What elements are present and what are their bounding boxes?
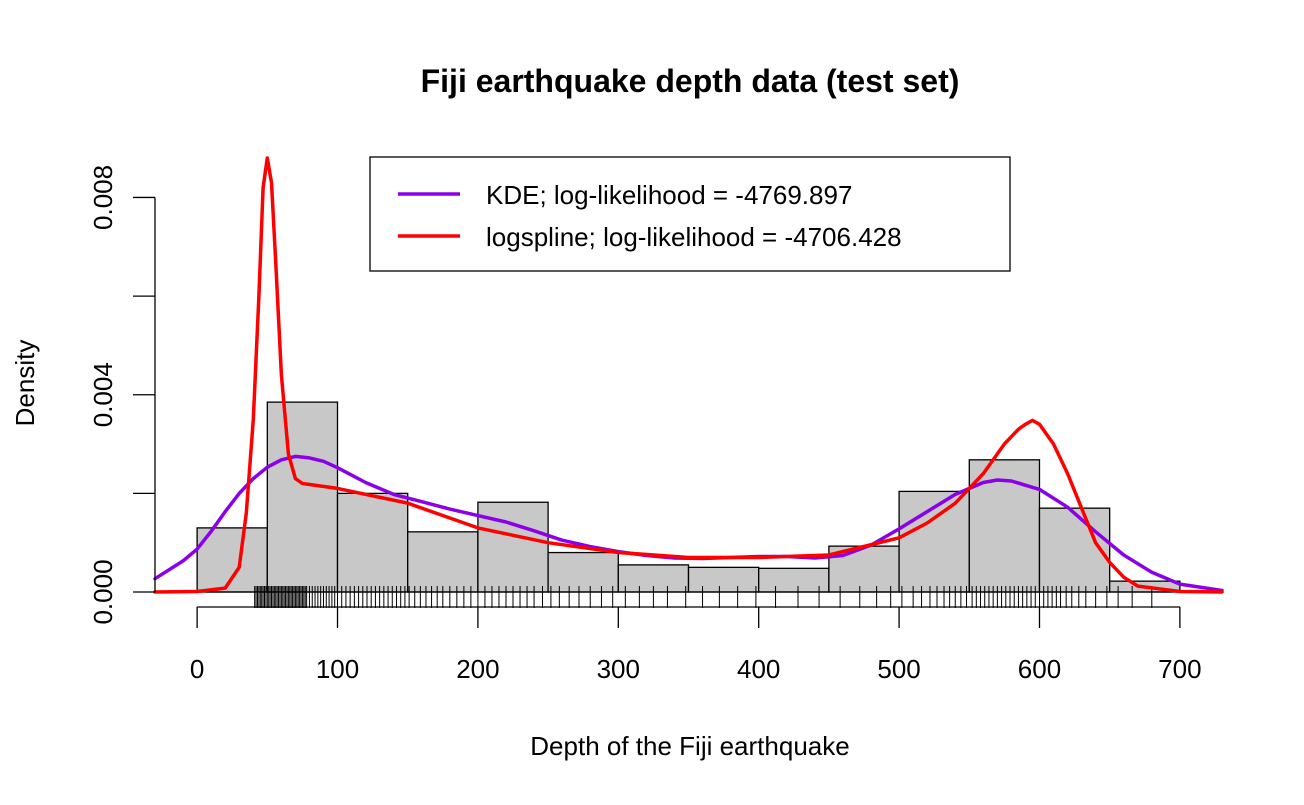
legend-logspline-label: logspline; log-likelihood = -4706.428 [486, 222, 902, 252]
legend-kde-label: KDE; log-likelihood = -4769.897 [486, 180, 852, 210]
x-tick-label-2: 200 [456, 654, 499, 684]
x-axis: 0 100 200 300 400 500 600 700 [190, 606, 1202, 684]
histogram-bar-8 [758, 567, 830, 593]
legend-box [369, 156, 1011, 272]
bars-group [155, 401, 1222, 593]
x-tick-label-0: 0 [190, 654, 204, 684]
histogram-bar-3 [407, 531, 479, 593]
y-axis: 0.000 0.004 0.008 [88, 165, 156, 625]
histogram-bar-1 [266, 401, 339, 593]
y-tick-label-2: 0.004 [88, 362, 118, 427]
x-tick-label-7: 700 [1158, 654, 1201, 684]
legend: KDE; log-likelihood = -4769.897 logsplin… [369, 156, 1011, 272]
histogram-bar-12 [1038, 507, 1111, 593]
x-axis-label: Depth of the Fiji earthquake [530, 731, 849, 761]
density-lines-group [153, 156, 1224, 594]
x-tick-label-5: 500 [877, 654, 920, 684]
histogram-bar-4 [477, 501, 549, 593]
histogram-bar-7 [687, 566, 760, 593]
y-tick-label-0: 0.000 [88, 559, 118, 624]
y-axis-label: Density [10, 340, 40, 427]
chart-title: Fiji earthquake depth data (test set) [421, 63, 960, 99]
rug-group [254, 586, 1153, 608]
histogram-bar-0 [196, 527, 268, 593]
histogram-bar-5 [547, 551, 619, 593]
x-tick-label-6: 600 [1018, 654, 1061, 684]
x-tick-label-4: 400 [737, 654, 780, 684]
histogram-bar-2 [336, 492, 409, 593]
x-tick-label-3: 300 [597, 654, 640, 684]
y-tick-label-4: 0.008 [88, 165, 118, 230]
x-tick-label-1: 100 [316, 654, 359, 684]
series-line-1 [153, 156, 1224, 594]
